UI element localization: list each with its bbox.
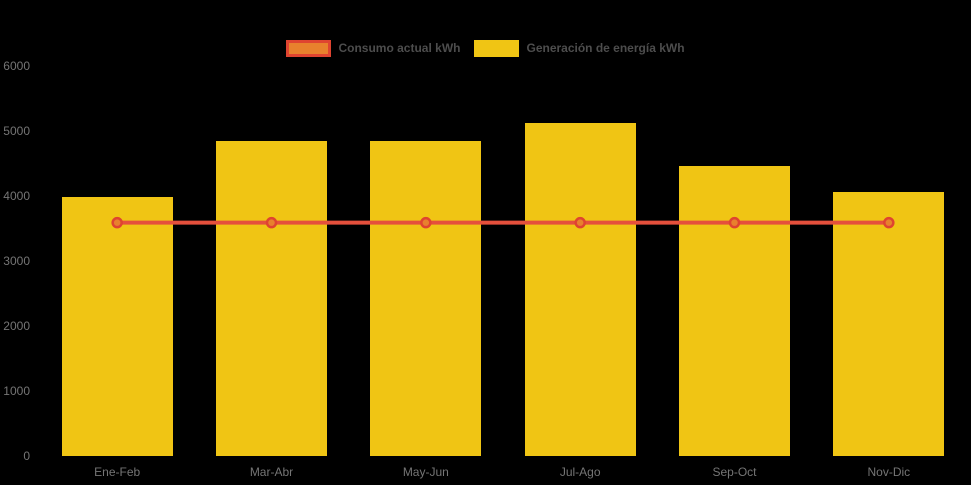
legend-label-consumo: Consumo actual kWh [338, 41, 461, 55]
consumo-line-point-Ene-Feb[interactable] [111, 216, 123, 229]
y-axis-label: 3000 [3, 254, 30, 268]
bar-Jul-Ago[interactable] [524, 123, 636, 456]
bar-Mar-Abr[interactable] [216, 140, 327, 456]
y-axis-label: 6000 [3, 59, 30, 73]
y-axis-label: 1000 [3, 384, 30, 398]
consumo-line-point-Jul-Ago[interactable] [574, 216, 586, 229]
bar-Ene-Feb[interactable] [61, 196, 173, 456]
x-axis-label: Jul-Ago [559, 465, 601, 479]
x-axis-label: Nov-Dic [867, 465, 911, 479]
x-axis-label: Mar-Abr [249, 465, 294, 479]
consumo-line-point-Mar-Abr[interactable] [265, 216, 278, 229]
consumo-line-point-Nov-Dic[interactable] [883, 216, 895, 229]
legend-swatch-generacion-icon [474, 40, 520, 57]
y-axis-label: 5000 [3, 124, 30, 138]
x-axis-label: Ene-Feb [94, 465, 141, 479]
legend-label-generacion: Generación de energía kWh [526, 41, 685, 55]
legend-swatch-consumo-icon [286, 40, 332, 57]
bar-May-Jun[interactable] [370, 140, 482, 456]
consumo-line-point-May-Jun[interactable] [420, 216, 432, 229]
bar-Nov-Dic[interactable] [833, 192, 945, 456]
consumo-line-point-Sep-Oct[interactable] [728, 216, 741, 229]
legend: Consumo actual kWh Generación de energía… [0, 40, 971, 57]
y-axis-label: 2000 [3, 319, 30, 333]
legend-item-generacion[interactable]: Generación de energía kWh [474, 40, 685, 57]
bar-Sep-Oct[interactable] [679, 166, 790, 456]
x-axis-label: May-Jun [402, 465, 449, 479]
y-axis-label: 0 [23, 449, 30, 463]
legend-item-consumo[interactable]: Consumo actual kWh [286, 40, 460, 57]
y-axis-label: 4000 [3, 189, 30, 203]
x-axis-label: Sep-Oct [712, 465, 757, 479]
